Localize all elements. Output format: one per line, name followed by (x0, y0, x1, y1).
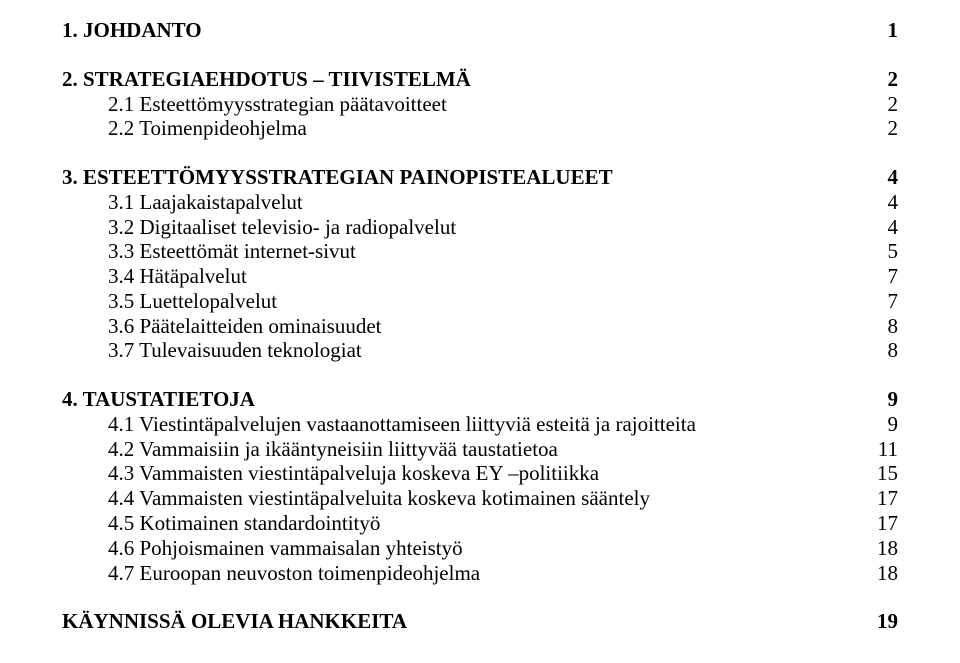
toc-label: 3.6 Päätelaitteiden ominaisuudet (62, 314, 382, 339)
toc-label: 4.1 Viestintäpalvelujen vastaanottamisee… (62, 412, 696, 437)
toc-page-number: 9 (858, 412, 898, 437)
toc-entry-4-2: 4.2 Vammaisiin ja ikääntyneisiin liittyv… (62, 437, 898, 462)
toc-page-number: 7 (858, 289, 898, 314)
toc-label: 4.5 Kotimainen standardointityö (62, 511, 380, 536)
toc-page-number: 2 (858, 116, 898, 141)
spacer (62, 363, 898, 387)
toc-entry-3-4: 3.4 Hätäpalvelut 7 (62, 264, 898, 289)
toc-label: 3.3 Esteettömät internet-sivut (62, 239, 356, 264)
toc-page-number: 7 (858, 264, 898, 289)
toc-entry-4-4: 4.4 Vammaisten viestintäpalveluita koske… (62, 486, 898, 511)
toc-entry-3-1: 3.1 Laajakaistapalvelut 4 (62, 190, 898, 215)
toc-page-number: 11 (858, 437, 898, 462)
toc-entry-2-2: 2.2 Toimenpideohjelma 2 (62, 116, 898, 141)
toc-page-number: 8 (858, 314, 898, 339)
toc-entry-3-2: 3.2 Digitaaliset televisio- ja radiopalv… (62, 215, 898, 240)
toc-page-number: 9 (858, 387, 898, 412)
toc-label: 2.1 Esteettömyysstrategian päätavoitteet (62, 92, 447, 117)
toc-page-number: 4 (858, 165, 898, 190)
toc-entry-3-6: 3.6 Päätelaitteiden ominaisuudet 8 (62, 314, 898, 339)
toc-entry-3-7: 3.7 Tulevaisuuden teknologiat 8 (62, 338, 898, 363)
toc-page-number: 4 (858, 215, 898, 240)
toc-label: 4. TAUSTATIETOJA (62, 387, 255, 412)
toc-entry-4-3: 4.3 Vammaisten viestintäpalveluja koskev… (62, 461, 898, 486)
toc-label: 4.2 Vammaisiin ja ikääntyneisiin liittyv… (62, 437, 558, 462)
toc-label: 4.6 Pohjoismainen vammaisalan yhteistyö (62, 536, 463, 561)
toc-label: 4.7 Euroopan neuvoston toimenpideohjelma (62, 561, 480, 586)
toc-entry-3-5: 3.5 Luettelopalvelut 7 (62, 289, 898, 314)
toc-label: 3.2 Digitaaliset televisio- ja radiopalv… (62, 215, 456, 240)
toc-label: 3.5 Luettelopalvelut (62, 289, 277, 314)
toc-page: 1. JOHDANTO 1 2. STRATEGIAEHDOTUS – TIIV… (0, 0, 960, 663)
toc-label: 2.2 Toimenpideohjelma (62, 116, 307, 141)
toc-page-number: 5 (858, 239, 898, 264)
toc-page-number: 18 (858, 561, 898, 586)
toc-entry-section-2: 2. STRATEGIAEHDOTUS – TIIVISTELMÄ 2 (62, 67, 898, 92)
toc-entry-section-4: 4. TAUSTATIETOJA 9 (62, 387, 898, 412)
spacer (62, 141, 898, 165)
toc-label: 3.7 Tulevaisuuden teknologiat (62, 338, 362, 363)
toc-page-number: 19 (858, 609, 898, 634)
toc-entry-4-7: 4.7 Euroopan neuvoston toimenpideohjelma… (62, 561, 898, 586)
toc-entry-section-3: 3. ESTEETTÖMYYSSTRATEGIAN PAINOPISTEALUE… (62, 165, 898, 190)
toc-page-number: 4 (858, 190, 898, 215)
toc-label: 2. STRATEGIAEHDOTUS – TIIVISTELMÄ (62, 67, 471, 92)
spacer (62, 585, 898, 609)
toc-label: 1. JOHDANTO (62, 18, 202, 43)
toc-entry-4-5: 4.5 Kotimainen standardointityö 17 (62, 511, 898, 536)
toc-label: 4.3 Vammaisten viestintäpalveluja koskev… (62, 461, 599, 486)
toc-label: KÄYNNISSÄ OLEVIA HANKKEITA (62, 609, 407, 634)
toc-label: 3.4 Hätäpalvelut (62, 264, 247, 289)
toc-entry-section-1: 1. JOHDANTO 1 (62, 18, 898, 43)
toc-entry-section-5: KÄYNNISSÄ OLEVIA HANKKEITA 19 (62, 609, 898, 634)
toc-page-number: 8 (858, 338, 898, 363)
toc-page-number: 1 (858, 18, 898, 43)
toc-page-number: 15 (858, 461, 898, 486)
toc-entry-4-6: 4.6 Pohjoismainen vammaisalan yhteistyö … (62, 536, 898, 561)
toc-entry-2-1: 2.1 Esteettömyysstrategian päätavoitteet… (62, 92, 898, 117)
toc-page-number: 2 (858, 67, 898, 92)
toc-entry-4-1: 4.1 Viestintäpalvelujen vastaanottamisee… (62, 412, 898, 437)
toc-page-number: 18 (858, 536, 898, 561)
toc-entry-3-3: 3.3 Esteettömät internet-sivut 5 (62, 239, 898, 264)
toc-page-number: 17 (858, 486, 898, 511)
spacer (62, 43, 898, 67)
toc-label: 4.4 Vammaisten viestintäpalveluita koske… (62, 486, 650, 511)
toc-page-number: 2 (858, 92, 898, 117)
toc-label: 3. ESTEETTÖMYYSSTRATEGIAN PAINOPISTEALUE… (62, 165, 613, 190)
toc-label: 3.1 Laajakaistapalvelut (62, 190, 303, 215)
toc-page-number: 17 (858, 511, 898, 536)
